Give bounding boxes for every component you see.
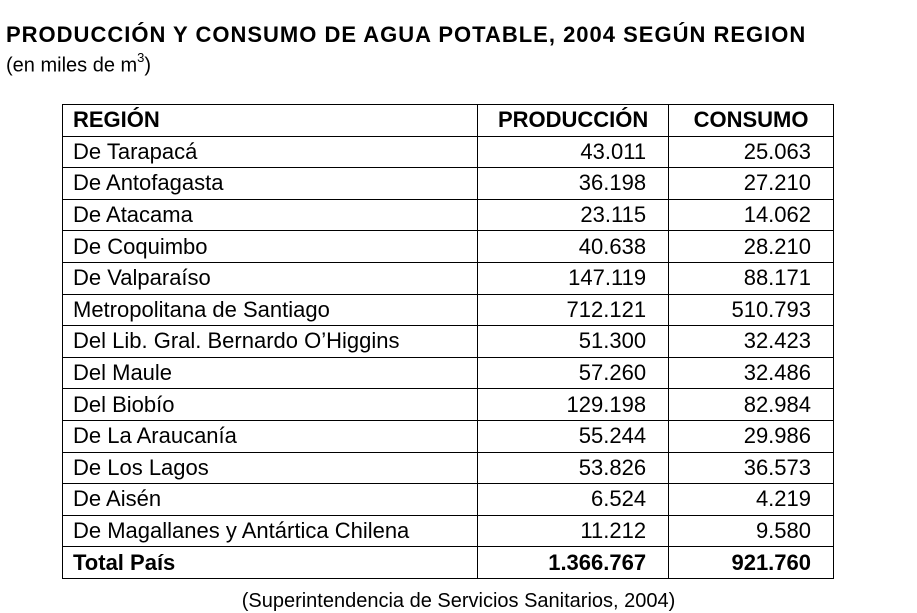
consumo-cell: 25.063 (668, 135, 834, 169)
produccion-cell: 23.115 (477, 198, 670, 232)
table-row: Del Biobío 129.198 82.984 (61, 388, 834, 421)
header-consumo: CONSUMO (668, 104, 834, 137)
table-header-row: REGIÓN PRODUCCIÓN CONSUMO (61, 104, 834, 137)
total-consumo-cell: 921.760 (668, 546, 834, 579)
region-cell: Del Maule (61, 356, 479, 390)
table-row: De Magallanes y Antártica Chilena 11.212 9… (61, 514, 834, 548)
produccion-cell: 129.198 (477, 388, 670, 421)
produccion-cell: 40.638 (477, 230, 670, 263)
consumo-cell: 29.986 (668, 419, 834, 453)
data-table: REGIÓN PRODUCCIÓN CONSUMO De Tarapacá 43.… (61, 104, 834, 579)
region-cell: De La Araucanía (61, 419, 479, 453)
region-cell: De Valparaíso (61, 261, 479, 295)
table-row: Del Lib. Gral. Bernardo O’Higgins 51.300 3… (61, 325, 834, 358)
consumo-cell: 9.580 (668, 514, 834, 548)
consumo-cell: 510.793 (668, 293, 834, 327)
region-cell: De Magallanes y Antártica Chilena (61, 514, 479, 548)
region-cell: De Coquimbo (61, 230, 479, 263)
consumo-cell: 4.219 (668, 483, 834, 516)
consumo-cell: 36.573 (668, 451, 834, 485)
consumo-cell: 82.984 (668, 388, 834, 421)
units-subtitle: (en miles de m3) (6, 50, 152, 77)
table-row: De Coquimbo 40.638 28.210 (61, 230, 834, 263)
table-row: De Tarapacá 43.011 25.063 (61, 135, 834, 169)
table-row: De La Araucanía 55.244 29.986 (61, 419, 834, 453)
produccion-cell: 57.260 (477, 356, 670, 390)
region-cell: De Antofagasta (61, 167, 479, 200)
table-row: De Valparaíso 147.119 88.171 (61, 261, 834, 295)
consumo-cell: 32.423 (668, 325, 834, 358)
produccion-cell: 6.524 (477, 483, 670, 516)
region-cell: De Los Lagos (61, 451, 479, 485)
table-row: De Atacama 23.115 14.062 (61, 198, 834, 232)
consumo-cell: 14.062 (668, 198, 834, 232)
produccion-cell: 147.119 (477, 261, 670, 295)
region-cell: De Atacama (61, 198, 479, 232)
region-cell: Del Lib. Gral. Bernardo O’Higgins (61, 325, 479, 358)
region-cell: Del Biobío (61, 388, 479, 421)
consumo-cell: 32.486 (668, 356, 834, 390)
consumo-cell: 88.171 (668, 261, 834, 295)
consumo-cell: 28.210 (668, 230, 834, 263)
table-row: De Los Lagos 53.826 36.573 (61, 451, 834, 485)
produccion-cell: 11.212 (477, 514, 670, 548)
table-row: Metropolitana de Santiago 712.121 510.793 (61, 293, 834, 327)
region-cell: Metropolitana de Santiago (61, 293, 479, 327)
page-title: PRODUCCIÓN Y CONSUMO DE AGUA POTABLE, 20… (6, 22, 807, 47)
table-row: De Aisén 6.524 4.219 (61, 483, 834, 516)
region-cell: De Aisén (61, 483, 479, 516)
total-region-cell: Total País (61, 546, 479, 579)
produccion-cell: 43.011 (477, 135, 670, 169)
header-produccion: PRODUCCIÓN (477, 104, 670, 137)
produccion-cell: 55.244 (477, 419, 670, 453)
table-row: Del Maule 57.260 32.486 (61, 356, 834, 390)
table-row: De Antofagasta 36.198 27.210 (61, 167, 834, 200)
produccion-cell: 53.826 (477, 451, 670, 485)
header-region: REGIÓN (61, 104, 479, 137)
consumo-cell: 27.210 (668, 167, 834, 200)
produccion-cell: 51.300 (477, 325, 670, 358)
source-note: (Superintendencia de Servicios Sanitario… (241, 590, 676, 612)
total-produccion-cell: 1.366.767 (477, 546, 670, 579)
produccion-cell: 712.121 (477, 293, 670, 327)
region-cell: De Tarapacá (61, 135, 479, 169)
produccion-cell: 36.198 (477, 167, 670, 200)
total-row: Total País 1.366.767 921.760 (61, 546, 834, 579)
